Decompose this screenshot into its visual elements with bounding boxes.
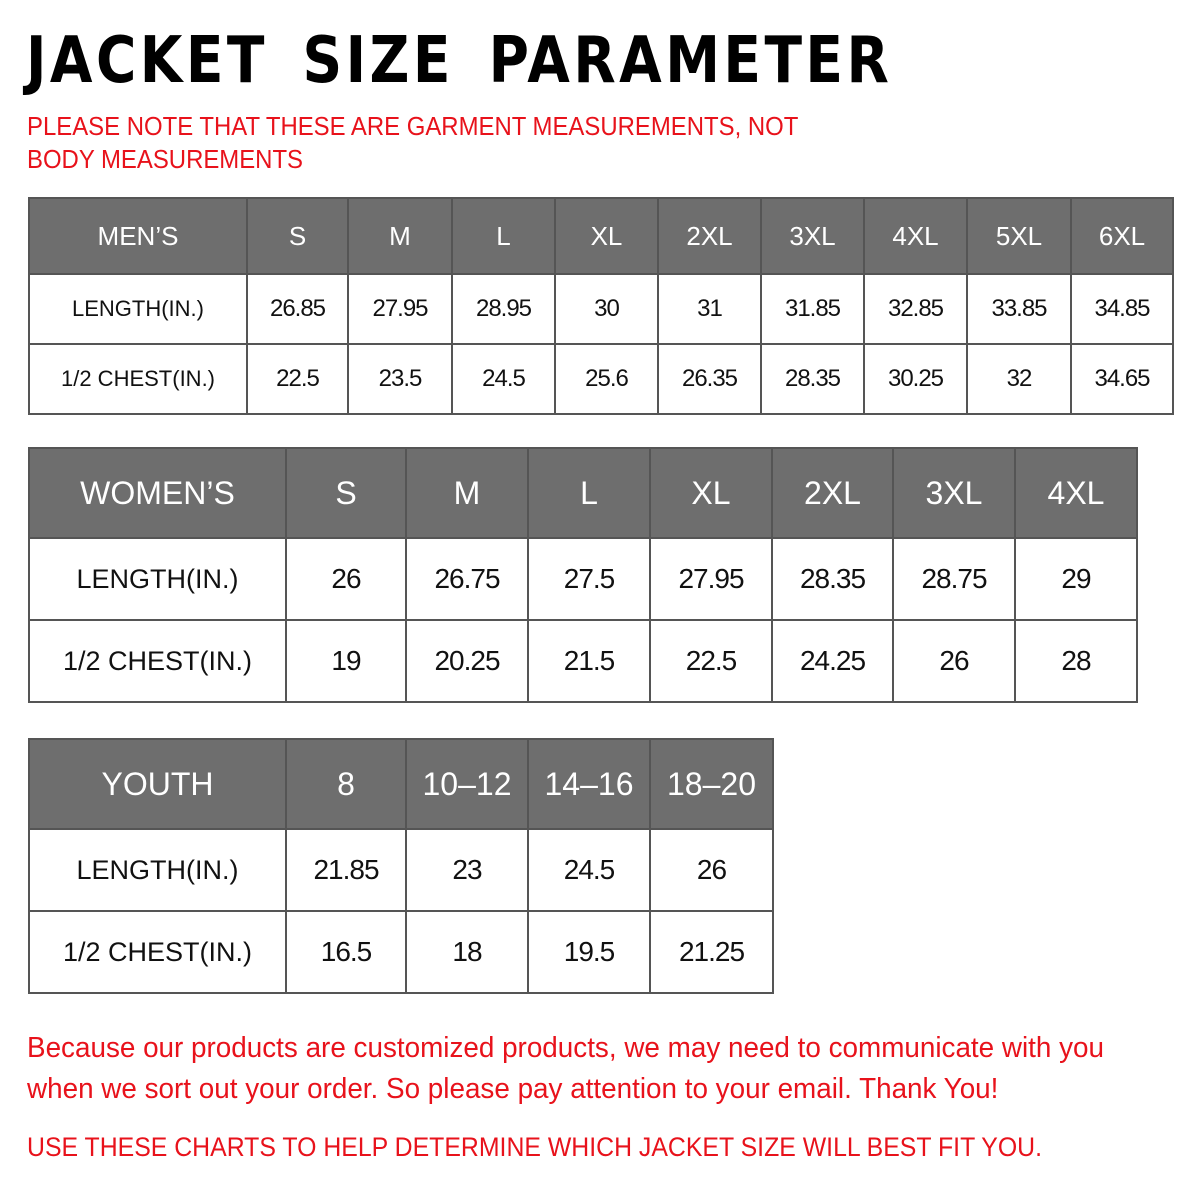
- measurement-cell: 19: [285, 619, 407, 703]
- measurement-cell: 24.5: [527, 828, 651, 912]
- size-column-header: 3XL: [892, 447, 1016, 539]
- size-column-header: M: [347, 197, 453, 275]
- measurement-cell: 27.95: [649, 537, 773, 621]
- table-row: 1/2 CHEST(IN.) 19 20.25 21.5 22.5 24.25 26 28: [28, 619, 1138, 703]
- table-category-header: WOMEN’S: [28, 447, 287, 539]
- page-title: JACKET SIZE PARAMETER: [26, 24, 893, 98]
- measurement-cell: 28.35: [771, 537, 894, 621]
- row-label: LENGTH(IN.): [28, 537, 287, 621]
- row-label: 1/2 CHEST(IN.): [28, 343, 248, 415]
- measurement-cell: 34.65: [1070, 343, 1174, 415]
- size-column-header: 10–12: [405, 738, 529, 830]
- measurement-cell: 26: [649, 828, 774, 912]
- measurement-cell: 33.85: [966, 273, 1072, 345]
- measurement-cell: 22.5: [649, 619, 773, 703]
- size-column-header: 4XL: [1014, 447, 1138, 539]
- size-column-header: L: [527, 447, 651, 539]
- measurement-cell: 27.95: [347, 273, 453, 345]
- size-column-header: 5XL: [966, 197, 1072, 275]
- table-row: LENGTH(IN.) 21.85 23 24.5 26: [28, 828, 774, 912]
- measurement-cell: 16.5: [285, 910, 407, 994]
- size-column-header: L: [451, 197, 556, 275]
- size-column-header: 3XL: [760, 197, 865, 275]
- measurement-cell: 21.85: [285, 828, 407, 912]
- measurement-cell: 23.5: [347, 343, 453, 415]
- size-column-header: XL: [554, 197, 659, 275]
- measurement-cell: 21.5: [527, 619, 651, 703]
- measurement-cell: 18: [405, 910, 529, 994]
- size-column-header: 2XL: [657, 197, 762, 275]
- table-row: 1/2 CHEST(IN.) 16.5 18 19.5 21.25: [28, 910, 774, 994]
- row-label: 1/2 CHEST(IN.): [28, 619, 287, 703]
- measurement-cell: 27.5: [527, 537, 651, 621]
- measurement-cell: 34.85: [1070, 273, 1174, 345]
- customization-message: Because our products are customized prod…: [27, 1032, 1105, 1105]
- measurement-cell: 26: [285, 537, 407, 621]
- table-category-header: YOUTH: [28, 738, 287, 830]
- measurement-cell: 21.25: [649, 910, 774, 994]
- measurement-note: PLEASE NOTE THAT THESE ARE GARMENT MEASU…: [27, 111, 798, 174]
- measurement-cell: 30.25: [863, 343, 968, 415]
- table-category-header: MEN’S: [28, 197, 248, 275]
- table-header-row: MEN’S S M L XL 2XL 3XL 4XL 5XL 6XL: [28, 197, 1174, 275]
- row-label: 1/2 CHEST(IN.): [28, 910, 287, 994]
- size-instruction: USE THESE CHARTS TO HELP DETERMINE WHICH…: [27, 1132, 1042, 1162]
- size-column-header: M: [405, 447, 529, 539]
- womens-size-table: WOMEN’S S M L XL 2XL 3XL 4XL LENGTH(IN.) 26 26.75 2…: [28, 447, 1138, 703]
- measurement-cell: 31.85: [760, 273, 865, 345]
- mens-size-table: MEN’S S M L XL 2XL 3XL 4XL 5XL 6XL LENGTH(IN.) 26.8…: [28, 197, 1174, 415]
- measurement-cell: 30: [554, 273, 659, 345]
- measurement-cell: 26: [892, 619, 1016, 703]
- measurement-cell: 25.6: [554, 343, 659, 415]
- measurement-cell: 20.25: [405, 619, 529, 703]
- measurement-cell: 26.85: [246, 273, 349, 345]
- size-column-header: S: [246, 197, 349, 275]
- measurement-cell: 28.35: [760, 343, 865, 415]
- measurement-cell: 28: [1014, 619, 1138, 703]
- measurement-cell: 28.75: [892, 537, 1016, 621]
- table-header-row: WOMEN’S S M L XL 2XL 3XL 4XL: [28, 447, 1138, 539]
- measurement-cell: 26.75: [405, 537, 529, 621]
- measurement-cell: 32: [966, 343, 1072, 415]
- measurement-cell: 28.95: [451, 273, 556, 345]
- row-label: LENGTH(IN.): [28, 273, 248, 345]
- table-row: LENGTH(IN.) 26.85 27.95 28.95 30 31 31.85 32.85…: [28, 273, 1174, 345]
- size-column-header: S: [285, 447, 407, 539]
- size-column-header: XL: [649, 447, 773, 539]
- table-header-row: YOUTH 8 10–12 14–16 18–20: [28, 738, 774, 830]
- measurement-cell: 19.5: [527, 910, 651, 994]
- size-column-header: 6XL: [1070, 197, 1174, 275]
- measurement-cell: 26.35: [657, 343, 762, 415]
- size-column-header: 2XL: [771, 447, 894, 539]
- table-row: 1/2 CHEST(IN.) 22.5 23.5 24.5 25.6 26.35 28.35…: [28, 343, 1174, 415]
- measurement-cell: 24.5: [451, 343, 556, 415]
- measurement-cell: 23: [405, 828, 529, 912]
- table-row: LENGTH(IN.) 26 26.75 27.5 27.95 28.35 28.75 29: [28, 537, 1138, 621]
- measurement-cell: 24.25: [771, 619, 894, 703]
- measurement-cell: 29: [1014, 537, 1138, 621]
- size-column-header: 14–16: [527, 738, 651, 830]
- measurement-cell: 31: [657, 273, 762, 345]
- size-column-header: 4XL: [863, 197, 968, 275]
- measurement-cell: 22.5: [246, 343, 349, 415]
- size-column-header: 8: [285, 738, 407, 830]
- youth-size-table: YOUTH 8 10–12 14–16 18–20 LENGTH(IN.) 21.85 23 2…: [28, 738, 774, 994]
- size-column-header: 18–20: [649, 738, 774, 830]
- measurement-cell: 32.85: [863, 273, 968, 345]
- row-label: LENGTH(IN.): [28, 828, 287, 912]
